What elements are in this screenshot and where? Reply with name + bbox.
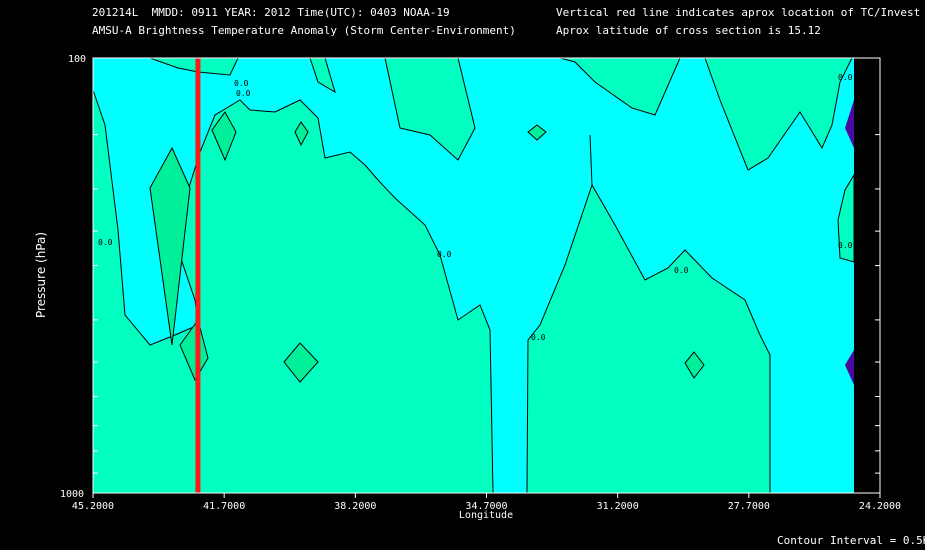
- header-line-3: Vertical red line indicates aprox locati…: [556, 6, 921, 19]
- x-axis-ticks: 45.2000 41.7000 38.2000 34.7000 31.2000 27.70…: [72, 493, 901, 512]
- x-tick-label: 45.2000: [72, 501, 114, 512]
- anomaly-diamond-1: [149, 146, 191, 346]
- header-line-4: Aprox latitude of cross section is 15.12: [556, 24, 821, 37]
- contour-spike: [589, 134, 593, 186]
- contour-label: 0.0: [838, 73, 853, 82]
- contour-label: 0.0: [437, 250, 452, 259]
- contour-labels: 0.0 0.0 0.0 0.0 0.0 0.0 0.0 0.0: [98, 73, 853, 342]
- anomaly-diamond-4: [283, 342, 319, 383]
- header-line-2: AMSU-A Brightness Temperature Anomaly (S…: [92, 24, 516, 37]
- x-tick-label: 31.2000: [597, 501, 639, 512]
- anomaly-region-top-right: [704, 57, 853, 171]
- contour-label: 0.0: [838, 241, 853, 250]
- y-tick-label-100: 100: [68, 54, 86, 65]
- anomaly-region-center: [526, 183, 771, 494]
- anomaly-diamond-6: [527, 124, 547, 141]
- x-tick-label: 27.7000: [728, 501, 770, 512]
- negative-region-upper: [845, 100, 854, 148]
- anomaly-diamond-7: [684, 351, 705, 379]
- contour-label: 0.0: [234, 79, 249, 88]
- contour-label: 0.0: [531, 333, 546, 342]
- x-tick-label: 24.2000: [859, 501, 901, 512]
- contour-label: 0.0: [674, 266, 689, 275]
- y-axis-ticks: [93, 134, 880, 474]
- anomaly-diamond-3: [179, 318, 209, 382]
- anomaly-diamond-2: [211, 111, 237, 162]
- y-tick-label-1000: 1000: [60, 489, 84, 500]
- contour-interval-note: Contour Interval = 0.5K: [777, 534, 925, 547]
- y-axis-label: Pressure (hPa): [34, 232, 48, 318]
- x-tick-label: 41.7000: [203, 501, 245, 512]
- contour-label: 0.0: [236, 89, 251, 98]
- right-edge-blank: [854, 58, 880, 493]
- x-axis-label: Longitude: [459, 510, 513, 521]
- header-line-1: 201214L MMDD: 0911 YEAR: 2012 Time(UTC):…: [92, 6, 450, 19]
- x-tick-label: 34.7000: [465, 501, 507, 512]
- negative-region-lower: [845, 350, 854, 385]
- anomaly-diamond-5: [294, 121, 309, 147]
- x-tick-label: 38.2000: [334, 501, 376, 512]
- contour-label: 0.0: [98, 238, 113, 247]
